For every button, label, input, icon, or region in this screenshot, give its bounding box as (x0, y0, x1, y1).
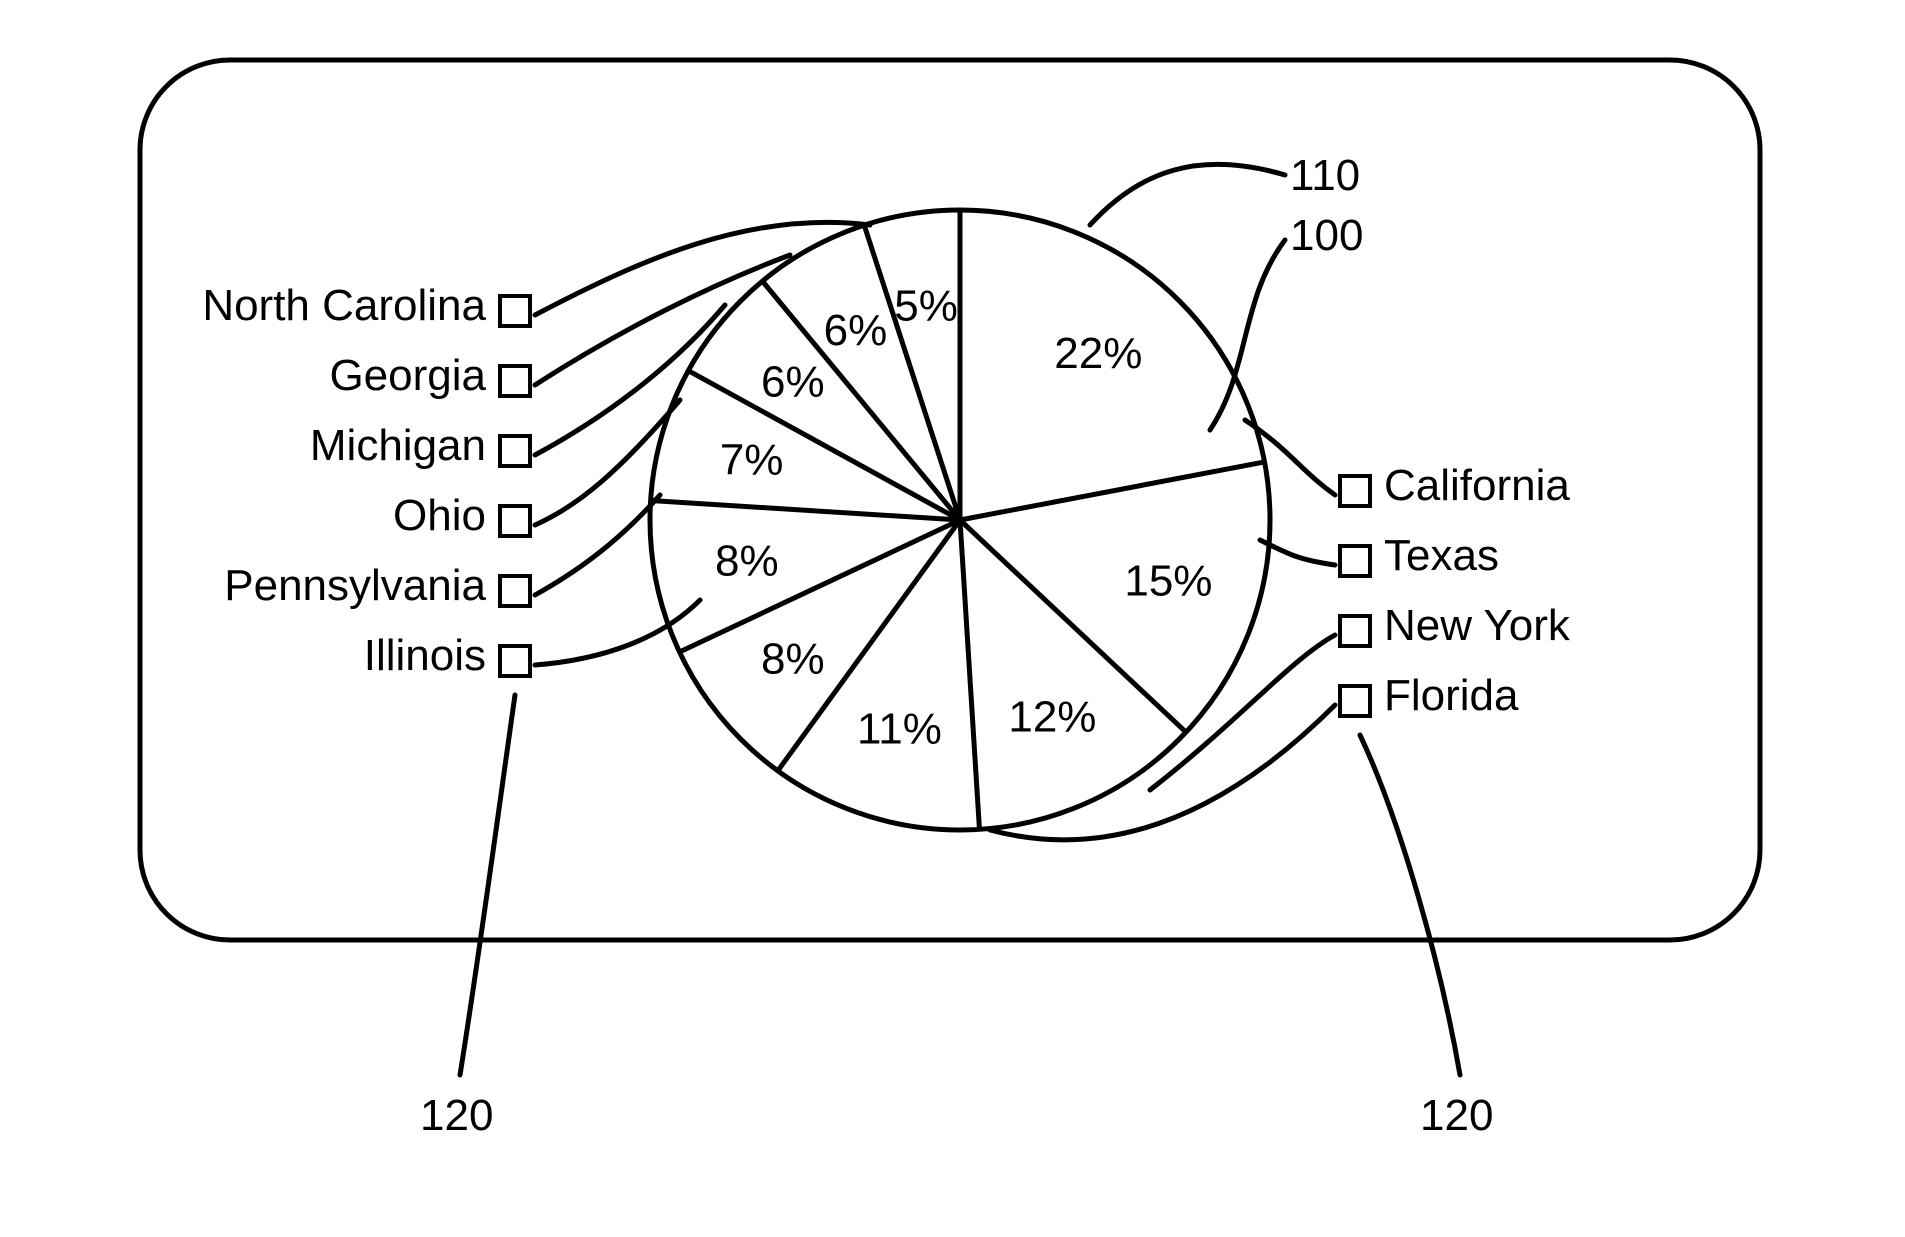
legend-swatch (1340, 686, 1370, 716)
pie-slice-pct: 22% (1054, 329, 1142, 378)
legend-swatch (500, 296, 530, 326)
leader-line (1150, 635, 1335, 790)
pie-slice-pct: 6% (761, 358, 825, 407)
legend-label: Pennsylvania (224, 561, 486, 610)
legend-swatch (1340, 476, 1370, 506)
legend-swatch (1340, 616, 1370, 646)
pie-divider (960, 520, 979, 829)
leader-line (1360, 735, 1460, 1075)
legend-label: North Carolina (202, 281, 486, 330)
pie-slice-pct: 7% (720, 435, 784, 484)
leader-line (535, 600, 700, 665)
pie-slice-pct: 12% (1008, 692, 1096, 741)
legend-label: Texas (1384, 531, 1499, 580)
legend-swatch (1340, 546, 1370, 576)
leader-line (535, 495, 660, 595)
leader-line (460, 695, 515, 1075)
pie-slice-pct: 6% (824, 306, 888, 355)
leader-line (1090, 164, 1285, 225)
leader-line (535, 400, 680, 525)
legend-swatch (500, 366, 530, 396)
patent-figure: 22%15%12%11%8%8%7%6%6%5%North CarolinaGe… (0, 0, 1905, 1237)
pie-divider (960, 462, 1265, 520)
legend-label: California (1384, 461, 1570, 510)
legend-label: Georgia (329, 351, 486, 400)
pie-slice-pct: 5% (894, 282, 958, 331)
reference-numeral: 110 (1290, 151, 1360, 200)
leader-line (1260, 540, 1335, 565)
legend-swatch (500, 576, 530, 606)
legend-label: New York (1384, 601, 1571, 650)
legend-label: Michigan (310, 421, 486, 470)
pie-slice-pct: 8% (715, 537, 779, 586)
reference-numeral: 120 (420, 1091, 493, 1140)
leader-line (1245, 420, 1335, 495)
pie-slice-pct: 11% (857, 704, 942, 753)
legend-label: Ohio (393, 491, 486, 540)
pie-divider (651, 501, 960, 520)
leader-line (535, 222, 870, 315)
legend-swatch (500, 436, 530, 466)
legend-label: Florida (1384, 671, 1519, 720)
pie-chart: 22%15%12%11%8%8%7%6%6%5% (650, 210, 1270, 830)
legend-label: Illinois (364, 631, 486, 680)
reference-numeral: 100 (1290, 211, 1363, 260)
pie-slice-pct: 8% (761, 634, 825, 683)
legend-swatch (500, 646, 530, 676)
reference-numeral: 120 (1420, 1091, 1493, 1140)
legend-swatch (500, 506, 530, 536)
pie-slice-pct: 15% (1124, 557, 1212, 606)
